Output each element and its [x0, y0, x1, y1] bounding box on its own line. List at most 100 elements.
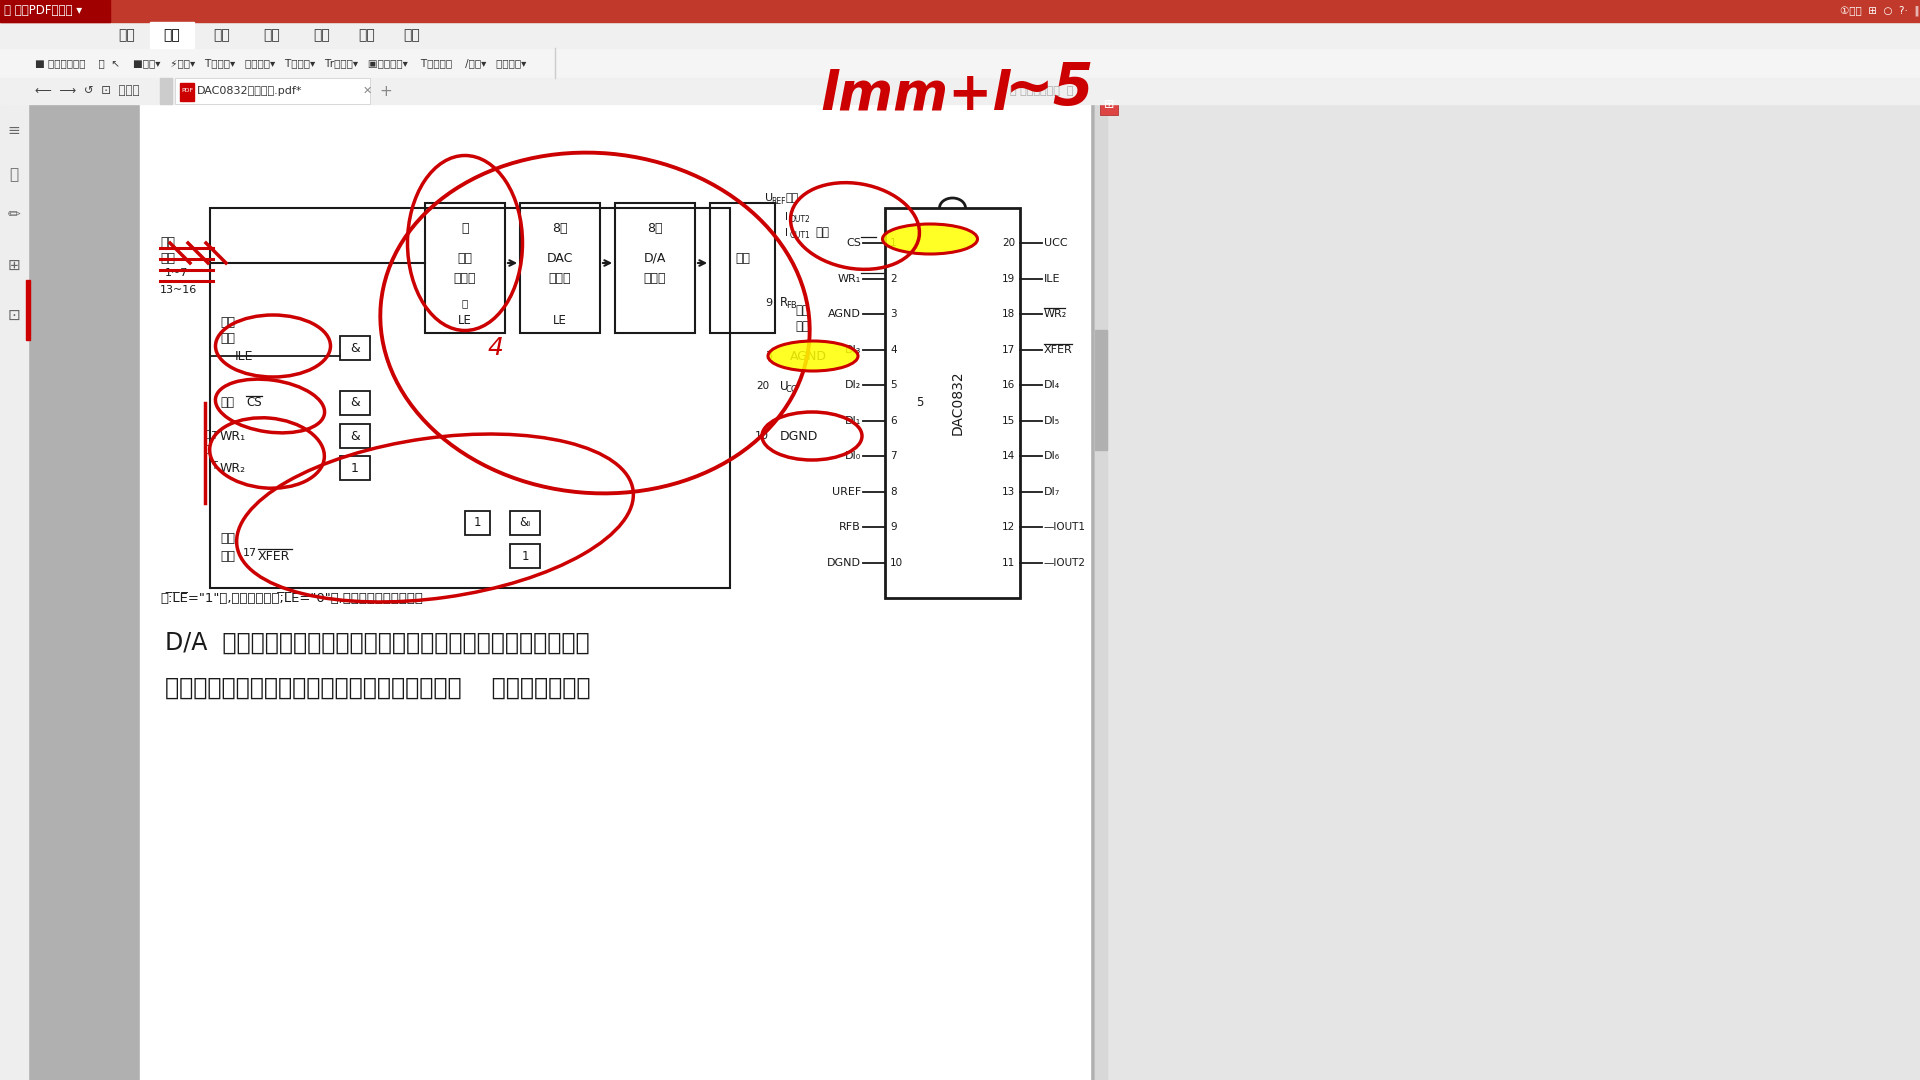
Text: PDF: PDF [180, 89, 194, 94]
Text: WR₁: WR₁ [837, 274, 860, 284]
Bar [159, 78, 173, 104]
Text: 位: 位 [463, 298, 468, 308]
Text: 13~16: 13~16 [159, 285, 198, 295]
Bar [0, 48, 1920, 78]
Text: 6: 6 [891, 416, 897, 426]
Text: DAC0832: DAC0832 [950, 370, 964, 435]
Text: 3: 3 [764, 351, 772, 361]
Bar [424, 203, 505, 333]
Text: T: T [211, 431, 217, 441]
Text: UCC: UCC [1044, 239, 1068, 248]
Text: 9: 9 [891, 522, 897, 532]
Text: CS: CS [847, 239, 860, 248]
Text: UREF: UREF [831, 487, 860, 497]
Text: DI₅: DI₅ [1044, 416, 1060, 426]
Text: U: U [780, 379, 789, 392]
Text: 4: 4 [488, 336, 503, 360]
Text: DI₄: DI₄ [1044, 380, 1060, 390]
Text: DGND: DGND [828, 557, 860, 568]
Text: DI₂: DI₂ [845, 380, 860, 390]
Text: 17: 17 [244, 548, 257, 558]
Text: 20: 20 [756, 381, 770, 391]
Text: ✕: ✕ [363, 86, 372, 96]
Text: 20: 20 [1002, 239, 1016, 248]
Text: LE: LE [553, 314, 566, 327]
Text: 11: 11 [1002, 557, 1016, 568]
Bar [614, 203, 695, 333]
Bar [1094, 104, 1920, 1080]
Ellipse shape [768, 341, 858, 372]
Text: 输入: 输入 [457, 252, 472, 265]
Bar [0, 104, 29, 1080]
Text: ILE: ILE [1044, 274, 1060, 284]
Text: AGND: AGND [789, 350, 828, 363]
Text: 注释: 注释 [163, 28, 180, 42]
Text: 传: 传 [204, 428, 209, 438]
Bar [1100, 95, 1117, 114]
Bar [140, 104, 1091, 1080]
Text: ⊞: ⊞ [8, 257, 21, 272]
Bar [0, 0, 1920, 22]
Bar [1094, 104, 1108, 1080]
Text: DI₁: DI₁ [845, 416, 860, 426]
Text: OUT1: OUT1 [789, 231, 810, 241]
Text: DI₀: DI₀ [845, 451, 860, 461]
Text: 电压: 电压 [785, 193, 799, 203]
Text: DI₇: DI₇ [1044, 487, 1060, 497]
Text: DGND: DGND [780, 430, 818, 443]
Text: 14: 14 [1002, 451, 1016, 461]
Bar [340, 336, 371, 360]
Text: ①登录  ⊞  ○  ?·  ‖  —  ⊡  ✕: ①登录 ⊞ ○ ?· ‖ — ⊡ ✕ [1839, 5, 1920, 16]
Bar [511, 544, 540, 568]
Bar [340, 456, 371, 480]
Text: DI₃: DI₃ [845, 345, 860, 355]
Text: D/A  转换结果采用电流形式输出。若需要相应的模拟电压信号，: D/A 转换结果采用电流形式输出。若需要相应的模拟电压信号， [165, 631, 589, 654]
Bar [175, 78, 371, 104]
Text: 片选: 片选 [221, 396, 234, 409]
Text: 9: 9 [764, 298, 772, 308]
Text: 3: 3 [891, 309, 897, 320]
Bar [340, 391, 371, 415]
Bar [465, 511, 490, 535]
Text: 电阻: 电阻 [795, 320, 808, 333]
Text: 可通过一个高输入阻抗的线性运算放大器实现。    运放的反馈由阻: 可通过一个高输入阻抗的线性运算放大器实现。 运放的反馈由阻 [165, 676, 591, 700]
Text: 16: 16 [1002, 380, 1016, 390]
Text: D/A: D/A [643, 252, 666, 265]
Text: lmm+l: lmm+l [820, 69, 1010, 121]
Text: 控制: 控制 [221, 550, 234, 563]
Bar [0, 78, 1920, 104]
Text: 12: 12 [1002, 522, 1016, 532]
Text: 10: 10 [891, 557, 902, 568]
Bar [150, 22, 194, 48]
Text: ✏: ✏ [8, 207, 21, 222]
Text: ~5: ~5 [1004, 59, 1094, 117]
Text: RFB: RFB [839, 522, 860, 532]
Bar [1094, 330, 1108, 450]
Text: OUT2: OUT2 [789, 216, 810, 225]
Text: FB: FB [785, 301, 797, 311]
Text: WR₁: WR₁ [221, 430, 246, 443]
Text: 🅿 金山PDF独立版 ▾: 🅿 金山PDF独立版 ▾ [4, 4, 83, 17]
Text: WR₂: WR₂ [221, 461, 246, 474]
Text: 位: 位 [461, 221, 468, 234]
Text: ✋: ✋ [10, 167, 19, 183]
Text: 传送: 传送 [221, 531, 234, 544]
Text: 2: 2 [891, 274, 897, 284]
Text: 输入: 输入 [221, 316, 234, 329]
Text: 🔍 点击查找文本  ：: 🔍 点击查找文本 ： [1010, 86, 1073, 96]
Text: ILE: ILE [234, 350, 253, 363]
Text: WR₂: WR₂ [1044, 309, 1068, 320]
Text: 输入: 输入 [159, 237, 175, 249]
Text: 工具: 工具 [403, 28, 420, 42]
Bar [27, 280, 31, 340]
Text: 13: 13 [1002, 487, 1016, 497]
Text: 锁存: 锁存 [221, 332, 234, 345]
Text: 18: 18 [1002, 309, 1016, 320]
Text: &: & [349, 430, 359, 443]
Text: CC: CC [785, 384, 797, 393]
Text: ⟵  ⟶  ↺  ⊡  🏠首页: ⟵ ⟶ ↺ ⊡ 🏠首页 [35, 84, 140, 97]
Text: 10: 10 [755, 431, 770, 441]
Text: 15: 15 [1002, 416, 1016, 426]
Bar [29, 104, 1094, 1080]
Text: DAC: DAC [547, 252, 574, 265]
